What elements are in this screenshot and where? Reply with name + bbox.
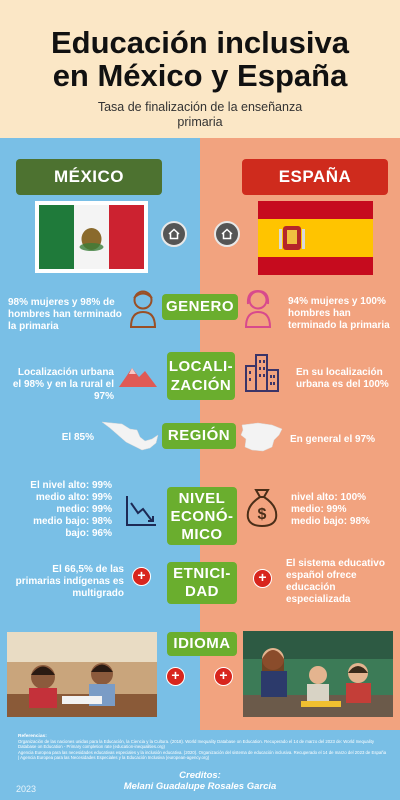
category-region: REGIÓN [162,423,236,449]
references: Referencias: Organización de las nacione… [18,733,388,760]
plus-icon[interactable]: + [166,667,185,686]
year: 2023 [16,784,37,794]
mexico-etnicidad-text: El 66,5% de las primarias indígenas es m… [15,564,124,599]
spain-nivel-line: medio: 99% [291,504,347,515]
spain-localizacion-text: En su localización urbana es del 100% [296,367,389,390]
spain-map-icon [240,422,283,452]
footer [0,730,400,800]
mexico-nivel-line: medio bajo: 98% [33,516,112,527]
category-nivel-line-2: ECONÓ- [170,508,234,525]
category-nivel-line-1: NIVEL [178,490,226,507]
plus-icon[interactable]: + [214,667,233,686]
mexico-genero-text: 98% mujeres y 98% de hombres han termina… [8,297,122,332]
reference-item: Organización de las naciones unidas para… [18,739,374,750]
spain-genero-text: 94% mujeres y 100% hombres han terminado… [288,296,390,331]
city-buildings-icon [245,354,279,392]
svg-text:$: $ [258,506,267,523]
mexico-map-icon [101,421,159,451]
credits: Creditos: Melani Guadalupe Rosales Garci… [0,770,400,792]
category-etnicidad-line-2: DAD [185,583,219,600]
category-localizacion-line-2: ZACIÓN [170,377,232,394]
spain-region-text: En general el 97% [290,434,376,445]
page-title: Educación inclusiva en México y España [0,0,400,92]
spain-etnicidad-text: El sistema educativo español ofrece educ… [286,558,385,605]
category-idioma: IDIOMA [167,632,237,656]
credits-label: Creditos: [179,770,221,781]
mexico-nivel-text: El nivel alto: 99% medio alto: 99% medio… [8,480,112,540]
mexico-nivel-line: medio alto: 99% [35,492,112,503]
mexico-nivel-line: medio: 99% [56,504,112,515]
money-bag-icon: $ [246,489,278,528]
category-etnicidad-line-1: ETNICI- [173,565,231,582]
mexico-nivel-line: El nivel alto: 99% [30,480,112,491]
title-line-1: Educación inclusiva [50,25,350,60]
header: Educación inclusiva en México y España T… [0,0,400,138]
person-male-icon [129,290,157,328]
plus-icon[interactable]: + [132,567,151,586]
home-icon[interactable] [214,221,240,247]
credits-name: Melani Guadalupe Rosales Garcia [123,781,277,792]
spain-nivel-line: nivel alto: 100% [291,492,367,503]
category-localizacion: LOCALI- ZACIÓN [167,352,235,400]
spain-nivel-line: medio bajo: 98% [291,516,370,527]
mexico-localizacion-text: Localización urbana el 98% y en la rural… [12,367,114,402]
spain-nivel-text: nivel alto: 100% medio: 99% medio bajo: … [291,492,391,528]
category-localizacion-line-1: LOCALI- [168,358,234,375]
spain-header-button: ESPAÑA [242,159,388,195]
spain-flag [258,201,373,275]
mexico-classroom-photo [7,632,157,717]
person-female-icon [244,289,272,328]
category-etnicidad: ETNICI- DAD [167,562,237,604]
reference-item: Agencia Europea para las necesidades edu… [18,749,387,760]
mexico-flag [35,201,148,273]
mexico-region-text: El 85% [61,432,94,443]
mexico-nivel-line: bajo: 96% [65,528,112,539]
home-icon[interactable] [161,221,187,247]
decreasing-chart-icon [126,496,156,526]
mexico-header-button: MÉXICO [16,159,162,195]
category-nivel-line-3: MICO [181,526,223,543]
mountain-icon [119,368,157,387]
page-subtitle: Tasa de finalización de la enseñanza pri… [97,100,303,129]
category-nivel-economico: NIVEL ECONÓ- MICO [167,487,237,545]
plus-icon[interactable]: + [253,569,272,588]
spain-classroom-photo [243,631,393,717]
title-line-2: en México y España [52,58,348,93]
references-title: Referencias: [18,734,47,739]
category-genero: GENERO [162,294,238,320]
